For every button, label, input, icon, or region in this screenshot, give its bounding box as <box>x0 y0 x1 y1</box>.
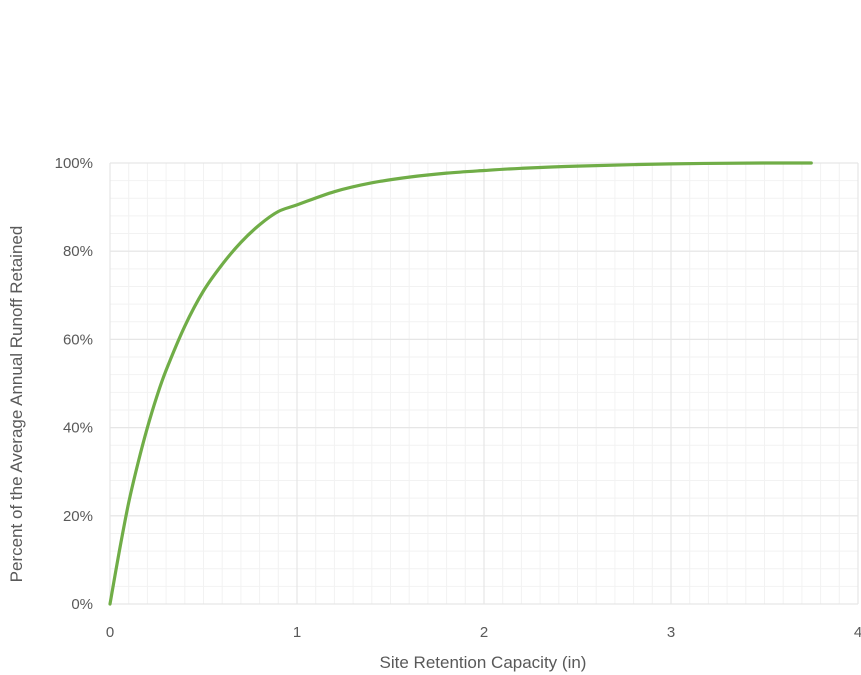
x-tick-label: 2 <box>480 624 488 641</box>
x-tick-label: 4 <box>854 624 861 641</box>
tick-labels: 0 1 2 3 40%20%40%60%80%100% <box>55 155 861 641</box>
y-tick-label: 20% <box>63 508 93 525</box>
y-axis-label: Percent of the Average Annual Runoff Ret… <box>7 226 26 583</box>
x-tick-label: 1 <box>293 624 301 641</box>
y-tick-label: 80% <box>63 243 93 260</box>
y-tick-label: 100% <box>55 155 93 172</box>
y-tick-label: 40% <box>63 420 93 437</box>
x-axis-label: Site Retention Capacity (in) <box>380 653 587 672</box>
series-layer <box>108 161 813 606</box>
series-line <box>108 161 813 606</box>
x-tick-label: 3 <box>667 624 675 641</box>
grid <box>109 162 859 605</box>
y-tick-label: 60% <box>63 331 93 348</box>
x-tick-label: 0 <box>106 624 114 641</box>
y-tick-label: 0% <box>71 596 93 613</box>
